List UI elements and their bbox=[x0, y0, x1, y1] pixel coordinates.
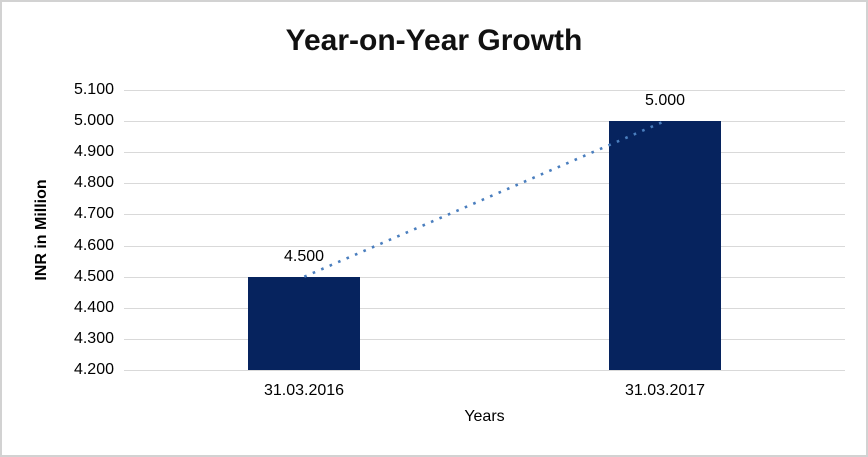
y-tick-label: 4.300 bbox=[73, 330, 114, 347]
gridline bbox=[124, 246, 845, 247]
gridline bbox=[124, 308, 845, 309]
gridline bbox=[124, 339, 845, 340]
gridline bbox=[124, 370, 845, 371]
y-tick-label: 4.900 bbox=[73, 143, 114, 160]
y-tick-label: 4.600 bbox=[73, 237, 114, 254]
gridline bbox=[124, 152, 845, 153]
bar-31.03.2016 bbox=[248, 277, 360, 370]
y-tick-label: 4.700 bbox=[73, 205, 114, 222]
chart-title: Year-on-Year Growth bbox=[285, 24, 583, 57]
y-tick-label: 5.000 bbox=[73, 112, 114, 129]
gridline bbox=[124, 183, 845, 184]
x-tick-label: 31.03.2017 bbox=[624, 382, 706, 399]
bar-31.03.2017 bbox=[609, 121, 721, 370]
x-tick-label: 31.03.2016 bbox=[263, 382, 345, 399]
y-tick-label: 4.800 bbox=[73, 174, 114, 191]
gridline bbox=[124, 277, 845, 278]
y-axis-title: INR in Million bbox=[33, 179, 50, 281]
y-tick-label: 4.500 bbox=[73, 268, 114, 285]
bar-data-label: 4.500 bbox=[283, 248, 325, 265]
gridline bbox=[124, 121, 845, 122]
bar-data-label: 5.000 bbox=[644, 92, 686, 109]
y-tick-label: 4.200 bbox=[73, 361, 114, 378]
y-tick-label: 5.100 bbox=[73, 81, 114, 98]
y-tick-label: 4.400 bbox=[73, 299, 114, 316]
x-axis-title: Years bbox=[464, 408, 505, 425]
gridline bbox=[124, 90, 845, 91]
gridline bbox=[124, 214, 845, 215]
